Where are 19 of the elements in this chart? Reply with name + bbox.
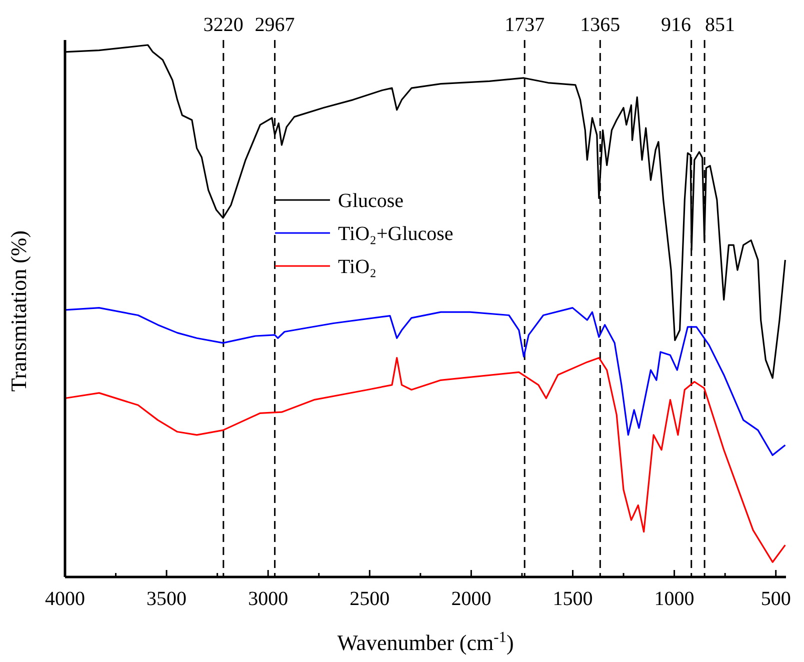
ref-line-label: 1737: [504, 14, 545, 36]
x-axis-title: Wavenumber (cm$^{-1}$): [337, 628, 514, 655]
ref-line-label: 3220: [203, 14, 244, 36]
x-tick-label: 2000: [451, 588, 492, 610]
y-axis-title: Transmitation (%): [6, 230, 31, 392]
ref-line-label: 916: [660, 14, 691, 36]
x-tick-label: 3000: [248, 588, 288, 610]
ref-line-label: 851: [704, 14, 735, 36]
x-tick-label: 500: [760, 588, 791, 610]
legend-label: TiO₂+Glucose: [338, 223, 454, 245]
x-tick-label: 4000: [45, 588, 85, 610]
x-tick-label: 1500: [552, 588, 593, 610]
x-tick-label: 3500: [146, 588, 187, 610]
ref-line-label: 1365: [580, 14, 620, 36]
x-tick-label: 1000: [654, 588, 694, 610]
ref-line-label: 2967: [254, 14, 295, 36]
legend-label: Glucose: [338, 190, 404, 212]
x-tick-label: 2500: [350, 588, 390, 610]
legend-label: TiO₂: [338, 256, 376, 278]
